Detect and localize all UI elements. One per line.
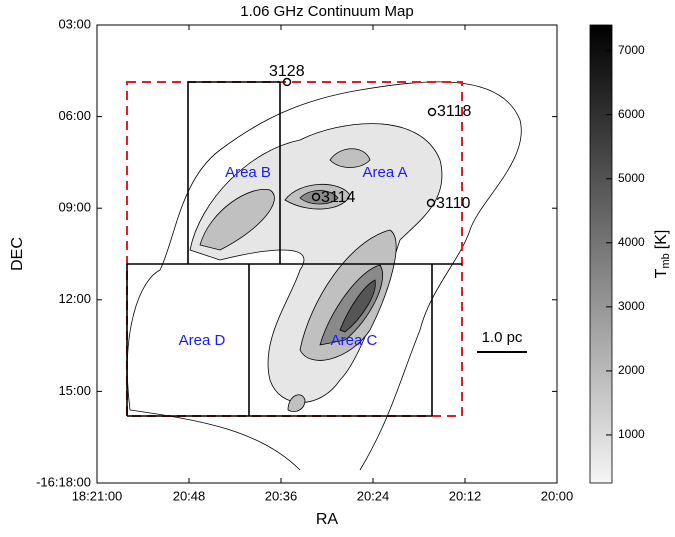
x-axis-label: RA <box>316 511 339 528</box>
colorbar-tick-label: 3000 <box>618 299 645 313</box>
x-tick-label: 20:00 <box>541 488 574 503</box>
area-label: Area D <box>179 332 226 349</box>
area-label: Area C <box>331 332 378 349</box>
colorbar-label-unit: [K] <box>653 230 670 250</box>
y-tick-label: -16:18:00 <box>36 474 91 489</box>
colorbar-label: Tmb [K] <box>653 230 672 279</box>
colorbar-tick-label: 6000 <box>618 107 645 121</box>
y-tick-label: 12:00 <box>58 291 91 306</box>
chart-title: 1.06 GHz Continuum Map <box>240 3 413 20</box>
y-tick-label: 15:00 <box>58 383 91 398</box>
y-tick-label: 06:00 <box>58 108 91 123</box>
source-label: 3110 <box>436 195 471 212</box>
y-tick-label: 03:00 <box>58 16 91 31</box>
colorbar-tick-label: 5000 <box>618 171 645 185</box>
x-tick-label: 18:21:00 <box>72 488 123 503</box>
area-label: Area A <box>362 164 407 181</box>
colorbar-tick-label: 2000 <box>618 363 645 377</box>
source-label: 3118 <box>437 103 472 120</box>
y-axis-label: DEC <box>9 237 26 271</box>
x-tick-label: 20:24 <box>357 488 390 503</box>
colorbar-label-main: T <box>653 268 670 278</box>
x-tick-label: 20:12 <box>449 488 482 503</box>
x-tick-label: 20:36 <box>265 488 298 503</box>
colorbar-tick-label: 7000 <box>618 43 645 57</box>
source-label: 3114 <box>321 189 356 206</box>
y-tick-label: 09:00 <box>58 200 91 215</box>
colorbar-label-sub: mb <box>660 253 672 268</box>
colorbar <box>590 25 612 483</box>
colorbar-tick-label: 4000 <box>618 235 645 249</box>
source-label: 3128 <box>269 63 305 80</box>
scale-bar-label: 1.0 pc <box>482 329 523 346</box>
x-tick-label: 20:48 <box>173 488 206 503</box>
area-label: Area B <box>225 164 271 181</box>
chart: 1.06 GHz Continuum Map Area A Area B Are… <box>0 0 675 532</box>
colorbar-tick-label: 1000 <box>618 427 645 441</box>
